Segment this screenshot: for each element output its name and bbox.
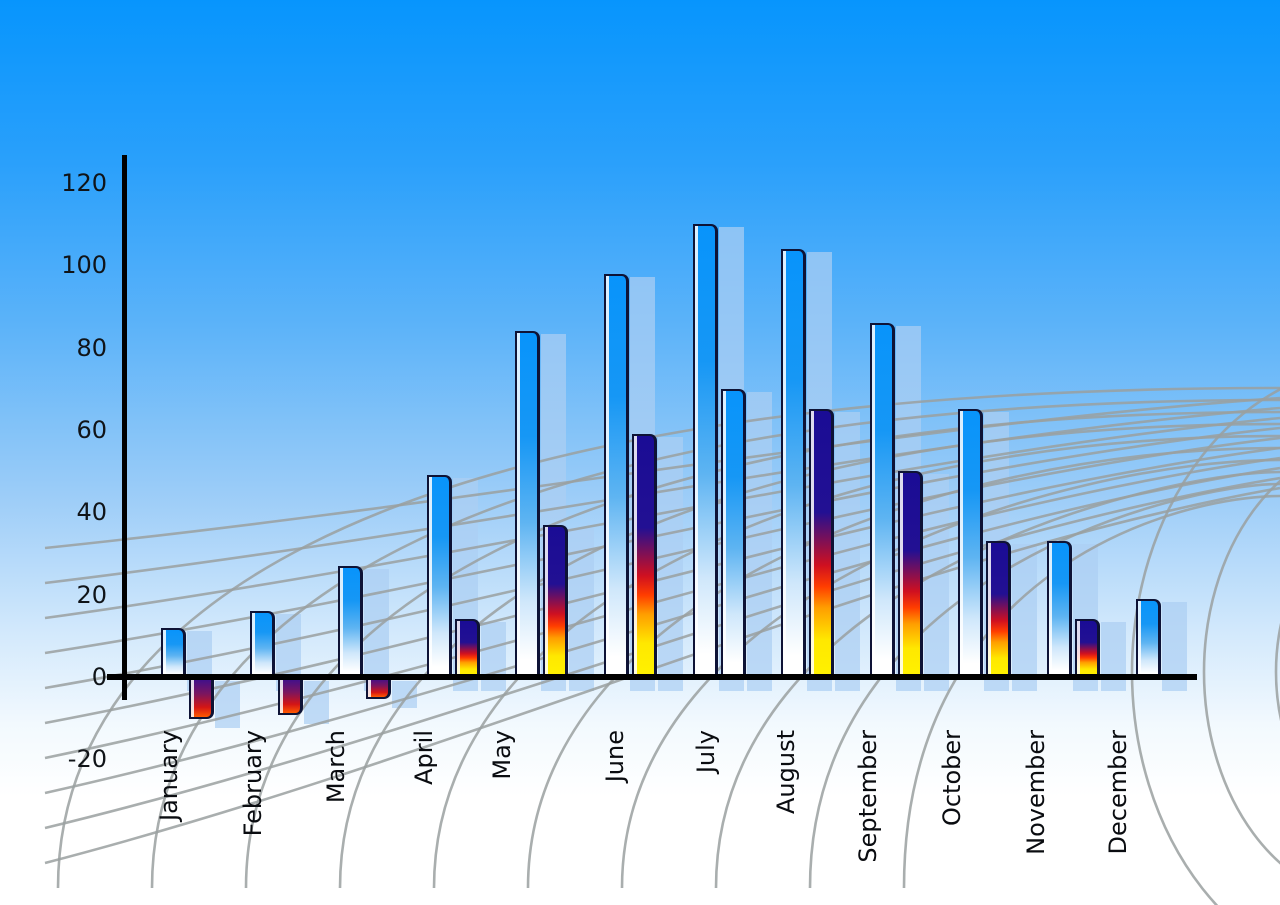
y-tick-label-80: 80 — [76, 334, 107, 362]
y-tick-label-60: 60 — [76, 416, 107, 444]
bar-january-primary — [161, 628, 186, 677]
y-tick-label-120: 120 — [61, 169, 107, 197]
x-axis-label-text: May — [488, 730, 516, 780]
bar-july-secondary — [721, 389, 746, 677]
bar-october-secondary — [986, 541, 1011, 677]
bar-july-primary — [693, 224, 718, 677]
bar-june-secondary — [632, 434, 657, 677]
y-tick-label-40: 40 — [76, 498, 107, 526]
echo-bar-october-secondary — [1012, 544, 1037, 691]
bar-march-secondary — [366, 678, 391, 699]
x-axis-label-text: January — [155, 730, 183, 821]
bar-november-secondary — [1075, 619, 1100, 677]
bar-august-secondary — [809, 409, 834, 677]
x-axis-label-text: March — [322, 730, 350, 804]
y-tick-label--20: -20 — [67, 745, 107, 773]
echo-bar-march-primary — [364, 569, 389, 691]
echo-bar-july-secondary — [747, 392, 772, 691]
bar-november-primary — [1047, 541, 1072, 677]
x-axis-label-text: July — [692, 730, 720, 774]
x-axis-label-text: November — [1022, 730, 1050, 855]
x-axis-label-text: October — [938, 730, 966, 827]
y-tick-label-100: 100 — [61, 251, 107, 279]
y-axis-line — [122, 155, 127, 700]
x-axis-baseline — [107, 674, 1197, 680]
bar-october-primary — [958, 409, 983, 677]
bar-february-secondary — [278, 678, 303, 715]
bar-august-primary — [781, 249, 806, 677]
x-axis-label-text: April — [410, 730, 438, 785]
bar-february-primary — [250, 611, 275, 677]
x-axis-label-text: August — [772, 730, 800, 814]
x-axis-label-text: December — [1104, 730, 1132, 855]
bar-june-primary — [604, 274, 629, 677]
echo-bar-march-secondary — [392, 681, 417, 708]
bar-april-secondary — [455, 619, 480, 677]
bar-january-secondary — [189, 678, 214, 719]
bar-may-primary — [515, 331, 540, 677]
bar-april-primary — [427, 475, 452, 677]
echo-bar-january-secondary — [215, 681, 240, 728]
bar-march-primary — [338, 566, 363, 677]
y-tick-label-0: 0 — [91, 663, 107, 691]
bar-september-secondary — [898, 471, 923, 677]
y-tick-label-20: 20 — [76, 581, 107, 609]
bar-may-secondary — [543, 525, 568, 677]
x-axis-label-text: February — [239, 730, 267, 837]
x-axis-label-text: September — [854, 730, 882, 863]
bar-september-primary — [870, 323, 895, 677]
x-axis-label-text: June — [601, 730, 629, 783]
echo-bar-may-secondary — [569, 528, 594, 691]
bar-december-primary — [1136, 599, 1161, 677]
